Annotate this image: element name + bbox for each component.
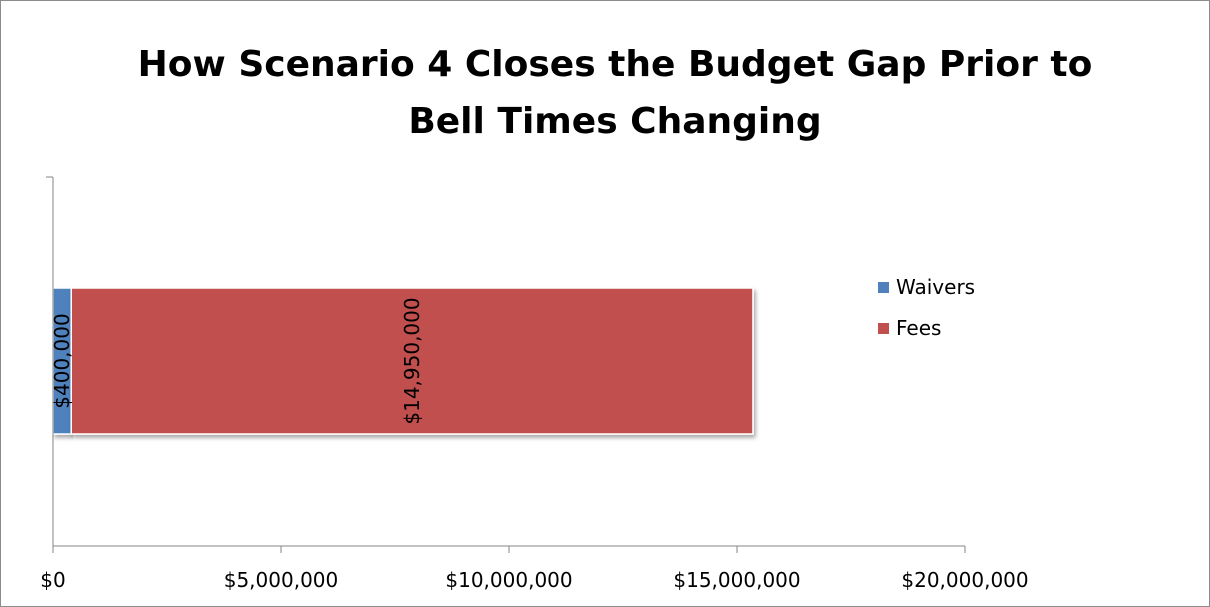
x-tick-label-1: $5,000,000 bbox=[224, 568, 339, 592]
chart-title-line-1: How Scenario 4 Closes the Budget Gap Pri… bbox=[137, 44, 1093, 85]
bar-fees bbox=[70, 287, 754, 435]
x-tick-label-4: $20,000,000 bbox=[901, 568, 1028, 592]
x-tick-label-2: $10,000,000 bbox=[445, 568, 572, 592]
legend-label-waivers: Waivers bbox=[896, 275, 976, 299]
data-label-waivers: $400,000 bbox=[50, 313, 74, 408]
x-tick-label-3: $15,000,000 bbox=[673, 568, 800, 592]
legend-swatch-waivers bbox=[878, 281, 889, 293]
x-tick-label-0: $0 bbox=[40, 568, 65, 592]
legend-item-waivers: Waivers bbox=[878, 274, 975, 300]
chart-title-line-2: Bell Times Changing bbox=[408, 101, 822, 142]
chart-title: How Scenario 4 Closes the Budget Gap Pri… bbox=[40, 36, 1190, 150]
chart-legend: Waivers Fees bbox=[878, 274, 975, 356]
data-label-fees: $14,950,000 bbox=[400, 297, 424, 424]
legend-swatch-fees bbox=[878, 322, 889, 334]
legend-label-fees: Fees bbox=[896, 316, 942, 340]
legend-item-fees: Fees bbox=[878, 315, 975, 341]
